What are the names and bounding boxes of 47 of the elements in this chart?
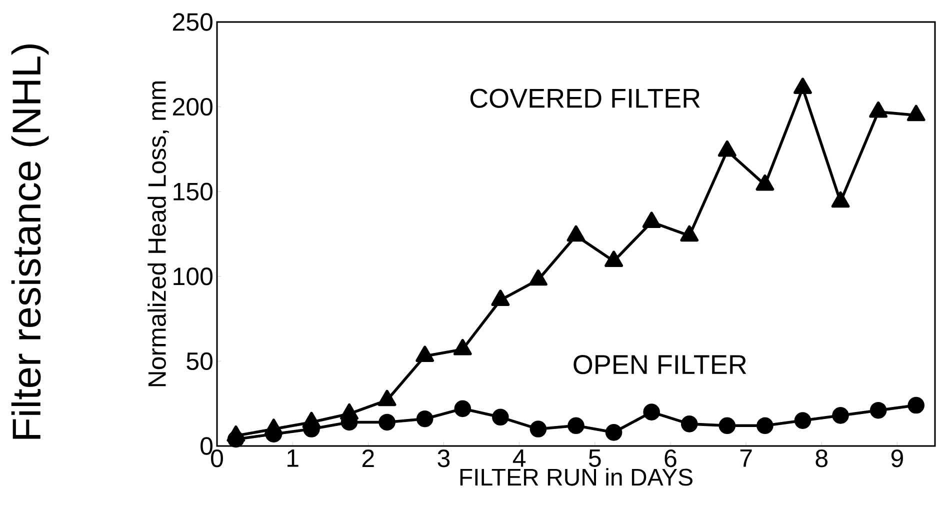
point: [718, 417, 736, 434]
point: [794, 78, 812, 94]
series-label: OPEN FILTER: [574, 355, 746, 374]
point: [680, 416, 698, 432]
point: [870, 402, 887, 419]
point: [605, 424, 622, 441]
x-tick-label: 8: [816, 450, 828, 468]
y-tick-label: 100: [174, 268, 212, 286]
x-tick-label: 6: [664, 450, 676, 468]
x-axis-title: FILTER RUN in DAYS: [460, 468, 692, 486]
x-tick-label: 2: [362, 450, 374, 467]
point: [604, 250, 623, 268]
point: [908, 396, 924, 414]
point: [831, 191, 850, 208]
point: [756, 174, 774, 191]
point: [906, 104, 926, 122]
point: [529, 269, 548, 286]
point: [566, 225, 586, 242]
point: [756, 417, 774, 434]
x-tick-label: 5: [588, 450, 601, 467]
point: [869, 101, 888, 118]
point: [491, 290, 510, 306]
point: [378, 414, 396, 431]
point: [794, 412, 812, 429]
series-label: COVERED FILTER: [470, 88, 700, 108]
point: [416, 410, 434, 428]
point: [643, 404, 660, 420]
point: [680, 225, 699, 242]
x-tick-label: 4: [512, 450, 526, 467]
point: [642, 212, 661, 228]
x-tick-label: 1: [288, 450, 298, 467]
point: [718, 140, 736, 157]
point: [832, 407, 849, 424]
x-tick-label: 9: [891, 450, 903, 468]
y-tick-label: 0: [200, 437, 212, 455]
point: [454, 400, 472, 418]
y-tick-label: 200: [173, 98, 212, 116]
text: Filter resistance (NHL): [11, 44, 49, 439]
y-tick-label: 150: [174, 182, 212, 200]
x-tick-label: 7: [740, 450, 752, 467]
point: [492, 408, 509, 426]
y-tick-label: 250: [173, 13, 212, 31]
y-axis-title: Normalized Head Loss, mm: [148, 81, 169, 386]
point: [568, 417, 584, 434]
point: [530, 420, 547, 438]
y-tick-label: 50: [186, 352, 212, 370]
x-tick-label: 3: [438, 450, 450, 468]
